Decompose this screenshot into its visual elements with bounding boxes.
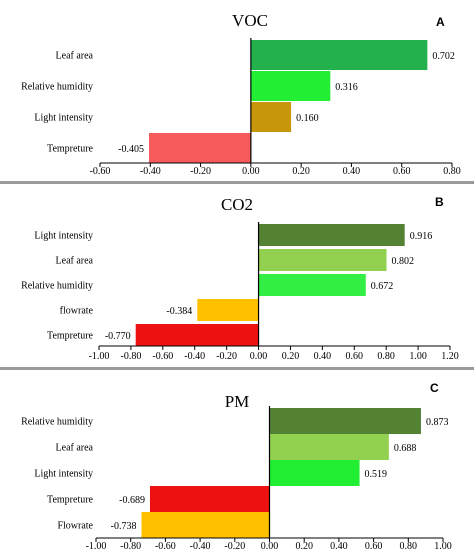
bar-tempreture [135, 324, 259, 346]
x-tick-label: -0.40 [184, 351, 205, 362]
x-tick-label: -1.00 [86, 541, 107, 552]
co2-chart-panel: CO2 B Light intensity 0.916 Leaf area 0.802 Re… [0, 184, 474, 366]
bar-light-intensity [258, 224, 405, 246]
x-tick-label: -0.40 [140, 166, 161, 177]
bar-flowrate [141, 512, 270, 538]
x-tick-label: 0.20 [282, 351, 300, 362]
value-label: -0.405 [118, 144, 144, 155]
bar-tempreture [149, 486, 270, 512]
x-tick-label: 0.80 [400, 541, 418, 552]
voc-chart: VOC A Leaf area 0.702 Relative humidity 0.316… [21, 11, 461, 177]
x-tick-label: 0.80 [377, 351, 395, 362]
x-tick-label: 0.60 [393, 166, 411, 177]
category-label: Light intensity [34, 231, 93, 242]
x-tick-label: -0.20 [216, 351, 237, 362]
bar-light-intensity [250, 102, 292, 132]
bar-light-intensity [269, 460, 360, 486]
category-label: Relative humidity [21, 281, 93, 292]
co2-chart: CO2 B Light intensity 0.916 Leaf area 0.802 Re… [21, 195, 459, 362]
category-label: Leaf area [56, 256, 94, 267]
bar-leaf-area [258, 249, 387, 271]
value-label: -0.689 [119, 495, 145, 506]
value-label: -0.384 [166, 306, 192, 317]
value-label: 0.916 [410, 231, 433, 242]
pm-chart: PM C Relative humidity 0.873 Leaf area 0.688 L… [21, 381, 452, 552]
x-tick-label: 0.60 [365, 541, 383, 552]
category-label: Leaf area [56, 51, 94, 62]
category-label: Light intensity [34, 469, 93, 480]
x-tick-label: -0.60 [155, 541, 176, 552]
x-tick-label: -0.60 [152, 351, 173, 362]
chart-title: VOC [232, 11, 268, 30]
bar-relative-humidity [269, 408, 421, 434]
x-tick-label: -0.80 [120, 541, 141, 552]
x-tick-label: 1.20 [441, 351, 459, 362]
category-label: Flowrate [57, 521, 93, 532]
bar-tempreture [149, 133, 251, 163]
x-tick-label: -0.20 [224, 541, 245, 552]
x-tick-label: 0.00 [250, 351, 268, 362]
category-label: Tempreture [47, 495, 94, 506]
panel-divider [0, 367, 474, 370]
category-label: Leaf area [56, 443, 94, 454]
x-tick-label: 0.00 [242, 166, 260, 177]
value-label: -0.770 [105, 331, 131, 342]
value-label: -0.738 [111, 521, 137, 532]
x-tick-label: 0.40 [343, 166, 361, 177]
chart-title: CO2 [221, 195, 253, 214]
pm-chart-panel: PM C Relative humidity 0.873 Leaf area 0.688 L… [0, 371, 474, 557]
x-tick-label: 0.00 [261, 541, 279, 552]
category-label: Light intensity [34, 113, 93, 124]
panel-divider [0, 181, 474, 184]
x-tick-label: -0.80 [120, 351, 141, 362]
value-label: 0.316 [335, 82, 358, 93]
category-label: Tempreture [47, 144, 94, 155]
panel-label: B [435, 195, 444, 209]
panel-label: A [436, 15, 445, 29]
category-label: flowrate [60, 306, 94, 317]
value-label: 0.160 [296, 113, 319, 124]
x-tick-label: -0.60 [90, 166, 111, 177]
value-label: 0.519 [365, 469, 388, 480]
category-label: Relative humidity [21, 82, 93, 93]
bar-relative-humidity [250, 71, 331, 101]
chart-title: PM [225, 392, 250, 411]
panel-label: C [430, 381, 439, 395]
x-tick-label: 0.20 [295, 541, 313, 552]
x-tick-label: -0.20 [190, 166, 211, 177]
x-tick-label: 0.40 [330, 541, 348, 552]
value-label: 0.688 [394, 443, 417, 454]
x-tick-label: -0.40 [190, 541, 211, 552]
x-tick-label: 1.00 [409, 351, 427, 362]
value-label: 0.873 [426, 417, 449, 428]
bar-flowrate [197, 299, 259, 321]
bar-relative-humidity [258, 274, 366, 296]
bar-leaf-area [269, 434, 389, 460]
x-tick-label: 1.00 [434, 541, 452, 552]
x-tick-label: -1.00 [89, 351, 110, 362]
value-label: 0.672 [371, 281, 394, 292]
value-label: 0.702 [432, 51, 455, 62]
x-tick-label: 0.80 [443, 166, 461, 177]
value-label: 0.802 [392, 256, 415, 267]
bar-leaf-area [250, 40, 428, 70]
category-label: Relative humidity [21, 417, 93, 428]
x-tick-label: 0.20 [292, 166, 310, 177]
x-tick-label: 0.60 [346, 351, 364, 362]
category-label: Tempreture [47, 331, 94, 342]
voc-chart-panel: VOC A Leaf area 0.702 Relative humidity 0.316… [0, 0, 474, 180]
x-tick-label: 0.40 [314, 351, 332, 362]
